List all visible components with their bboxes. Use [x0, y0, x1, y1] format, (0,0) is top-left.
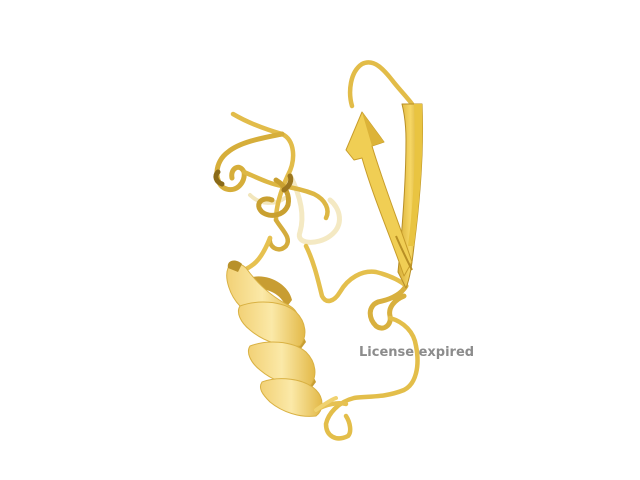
coil-c-terminal — [314, 396, 338, 412]
beta-hairpin — [345, 60, 424, 289]
license-watermark: License expired — [359, 345, 475, 360]
coil-n-terminal — [213, 111, 330, 275]
alpha-helix — [226, 260, 323, 417]
coil-back — [248, 172, 342, 245]
